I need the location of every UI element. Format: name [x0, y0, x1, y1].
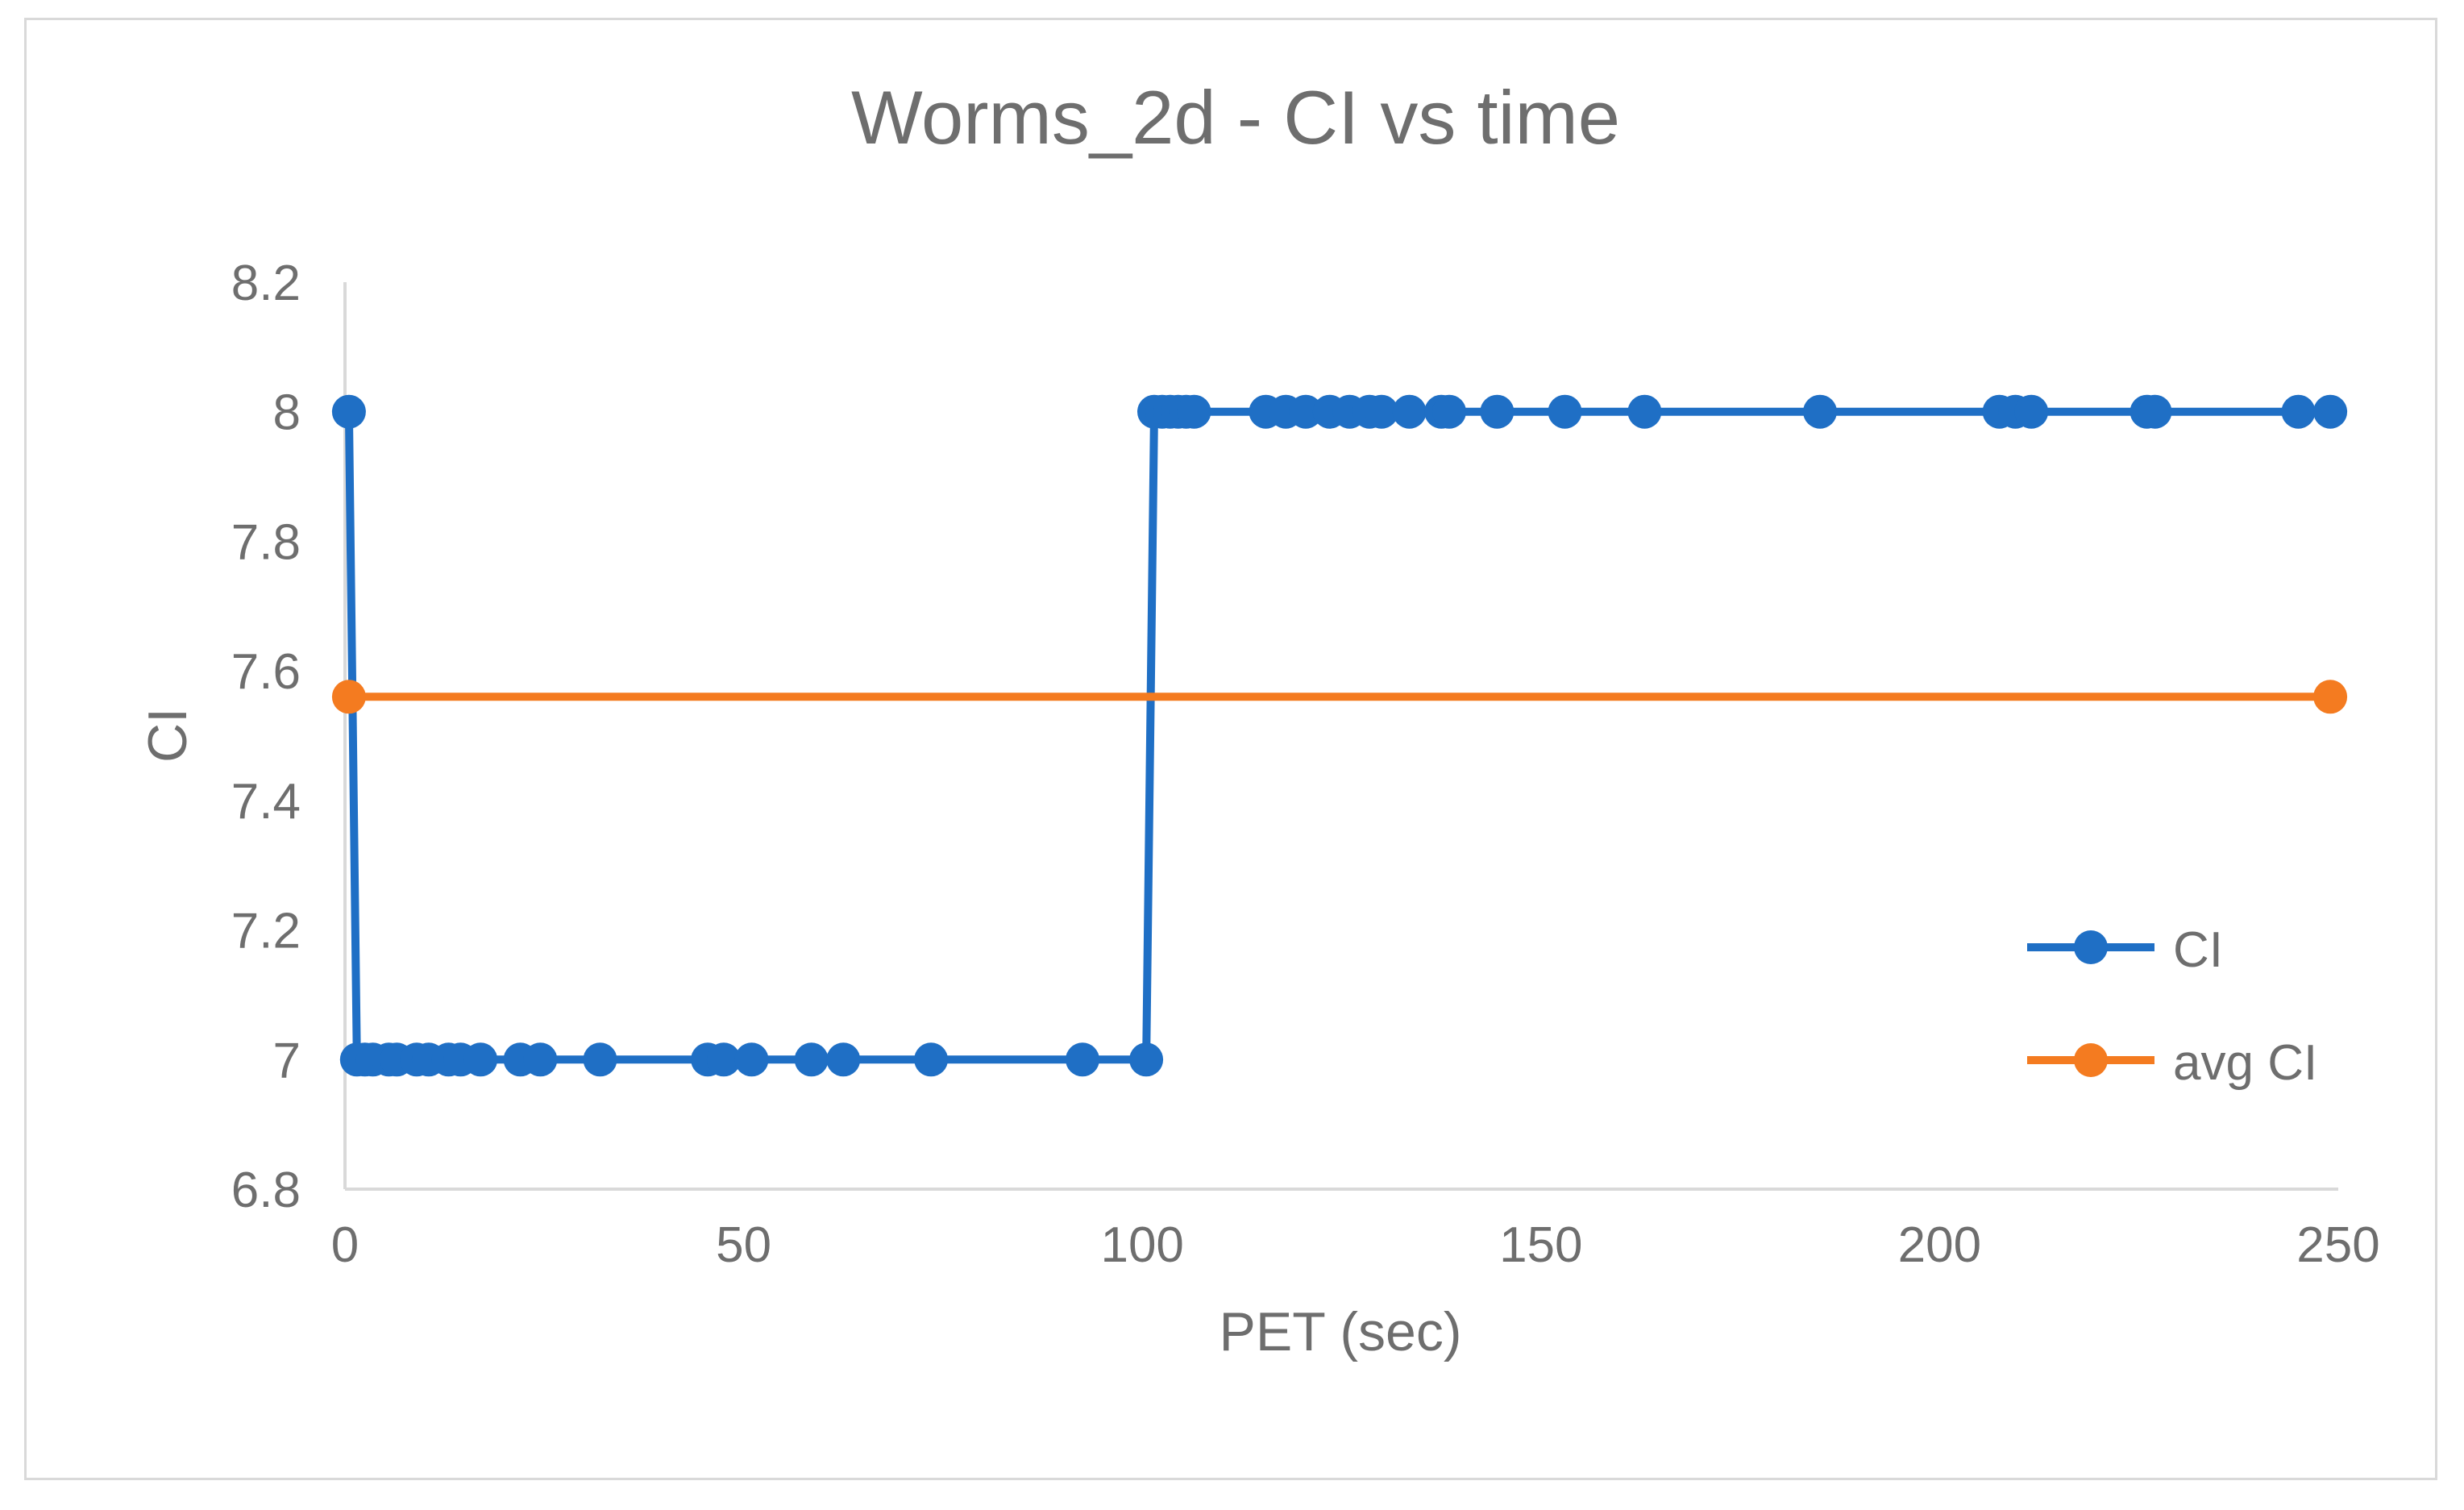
x-tick-label: 150	[1499, 1217, 1582, 1273]
data-point-ci	[794, 1042, 829, 1077]
data-point-ci	[706, 1042, 741, 1077]
legend-marker-ci	[2074, 930, 2108, 964]
series-ci	[331, 394, 2348, 1077]
y-axis-label: CI	[137, 708, 198, 763]
data-point-ci	[1365, 394, 1398, 429]
x-tick-label: 200	[1898, 1217, 1981, 1273]
data-point-ci	[2138, 394, 2172, 429]
data-point-ci	[1548, 394, 1582, 429]
x-tick-label: 250	[2296, 1217, 2379, 1273]
data-point-ci	[1627, 394, 1662, 429]
legend-marker-avg-ci	[2074, 1043, 2108, 1077]
data-point-avg-ci	[331, 680, 366, 714]
data-point-ci	[1480, 394, 1515, 429]
data-point-ci	[1432, 394, 1466, 429]
y-tick-label: 7.2	[231, 904, 301, 959]
data-point-ci	[523, 1042, 558, 1077]
y-tick-label: 7.8	[231, 514, 301, 570]
data-point-ci	[1129, 1042, 1164, 1077]
series-line-ci	[344, 407, 2331, 1064]
plot-area	[331, 394, 2348, 1077]
data-point-ci	[1392, 394, 1427, 429]
x-axis-label: PET (sec)	[1219, 1301, 1461, 1362]
chart-svg: Worms_2d - CI vs time 6.8 7 7.2 7.4 7.6 7.8 8 8…	[137, 75, 2380, 1362]
x-tick-label: 50	[716, 1217, 771, 1273]
data-point-ci	[826, 1042, 861, 1077]
y-tick-label: 7.4	[231, 774, 301, 830]
data-point-ci	[2014, 394, 2049, 429]
data-point-avg-ci	[2313, 680, 2348, 714]
legend-label-avg-ci: avg CI	[2173, 1035, 2317, 1091]
y-tick-label: 6.8	[231, 1163, 301, 1218]
data-point-ci	[1066, 1042, 1099, 1077]
x-tick-label: 0	[331, 1217, 359, 1273]
data-point-ci	[2281, 394, 2316, 429]
y-tick-label: 7	[273, 1033, 301, 1088]
y-tick-label: 8.2	[231, 256, 301, 311]
series-avg-ci	[331, 680, 2348, 714]
data-point-ci	[734, 1042, 769, 1077]
data-point-ci	[1177, 394, 1211, 429]
data-point-ci	[2313, 394, 2348, 429]
legend-label-ci: CI	[2173, 922, 2223, 978]
y-tick-label: 8	[273, 385, 301, 441]
data-point-ci	[1289, 394, 1323, 429]
data-point-ci	[331, 394, 366, 429]
chart-frame: Worms_2d - CI vs time 6.8 7 7.2 7.4 7.6 7.8 8 8…	[24, 18, 2437, 1480]
data-point-ci	[1803, 394, 1837, 429]
x-tick-label: 100	[1100, 1217, 1183, 1273]
y-tick-labels: 6.8 7 7.2 7.4 7.6 7.8 8 8.2	[231, 256, 301, 1218]
y-tick-label: 7.6	[231, 644, 301, 700]
legend: CI avg CI	[2027, 922, 2317, 1091]
chart-title: Worms_2d - CI vs time	[851, 75, 1620, 160]
x-tick-labels: 0 50 100 150 200 250	[331, 1217, 2380, 1273]
legend-item-ci: CI	[2027, 922, 2223, 978]
legend-item-avg-ci: avg CI	[2027, 1035, 2317, 1091]
data-point-ci	[914, 1042, 949, 1077]
data-point-ci	[463, 1042, 498, 1077]
data-point-ci	[583, 1042, 617, 1077]
